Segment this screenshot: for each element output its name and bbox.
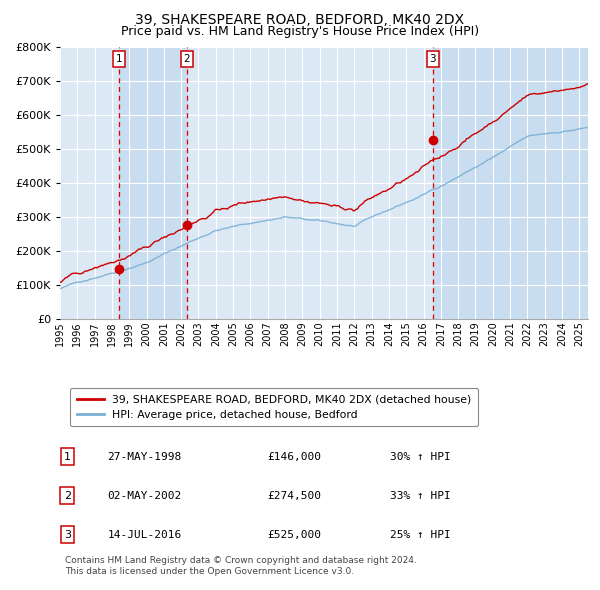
Text: £146,000: £146,000 [268, 452, 322, 461]
Text: 2012: 2012 [349, 322, 359, 346]
Text: Price paid vs. HM Land Registry's House Price Index (HPI): Price paid vs. HM Land Registry's House … [121, 25, 479, 38]
Text: 1996: 1996 [73, 322, 82, 346]
Text: 39, SHAKESPEARE ROAD, BEDFORD, MK40 2DX: 39, SHAKESPEARE ROAD, BEDFORD, MK40 2DX [136, 13, 464, 27]
Legend: 39, SHAKESPEARE ROAD, BEDFORD, MK40 2DX (detached house), HPI: Average price, de: 39, SHAKESPEARE ROAD, BEDFORD, MK40 2DX … [70, 388, 478, 427]
Text: 2000: 2000 [142, 322, 152, 346]
Text: 2019: 2019 [470, 322, 481, 346]
Text: 2009: 2009 [298, 322, 307, 346]
Text: 2004: 2004 [211, 322, 221, 346]
Text: 2: 2 [184, 54, 190, 64]
Text: 2003: 2003 [193, 322, 203, 346]
Text: 1997: 1997 [89, 322, 100, 346]
Text: 2008: 2008 [280, 322, 290, 346]
Text: 2020: 2020 [488, 322, 498, 346]
Text: 27-MAY-1998: 27-MAY-1998 [107, 452, 182, 461]
Text: 2007: 2007 [263, 322, 273, 346]
Text: Contains HM Land Registry data © Crown copyright and database right 2024.
This d: Contains HM Land Registry data © Crown c… [65, 556, 416, 576]
Text: 2001: 2001 [159, 322, 169, 346]
Text: 2017: 2017 [436, 322, 446, 346]
Text: 25% ↑ HPI: 25% ↑ HPI [391, 530, 451, 539]
Text: 30% ↑ HPI: 30% ↑ HPI [391, 452, 451, 461]
Text: 2023: 2023 [540, 322, 550, 346]
Text: 3: 3 [430, 54, 436, 64]
Text: 2013: 2013 [367, 322, 377, 346]
Text: 2015: 2015 [401, 322, 411, 346]
Text: 1998: 1998 [107, 322, 117, 346]
Text: 2006: 2006 [245, 322, 256, 346]
Text: 2011: 2011 [332, 322, 342, 346]
Text: 2018: 2018 [453, 322, 463, 346]
Text: 1: 1 [116, 54, 122, 64]
Bar [119, 47, 187, 319]
Text: 02-MAY-2002: 02-MAY-2002 [107, 491, 182, 500]
Text: 33% ↑ HPI: 33% ↑ HPI [391, 491, 451, 500]
Bar [433, 47, 588, 319]
Text: £274,500: £274,500 [268, 491, 322, 500]
Text: 2022: 2022 [523, 322, 532, 346]
Text: 1995: 1995 [55, 322, 65, 346]
Text: 3: 3 [64, 530, 71, 539]
Text: 14-JUL-2016: 14-JUL-2016 [107, 530, 182, 539]
Text: 2025: 2025 [574, 322, 584, 346]
Text: 2005: 2005 [228, 322, 238, 346]
Text: 2: 2 [64, 491, 71, 500]
Text: 2010: 2010 [314, 322, 325, 346]
Text: 1: 1 [64, 452, 71, 461]
Text: 2021: 2021 [505, 322, 515, 346]
Text: 1999: 1999 [124, 322, 134, 346]
Text: 2016: 2016 [419, 322, 428, 346]
Text: 2024: 2024 [557, 322, 567, 346]
Text: 2014: 2014 [384, 322, 394, 346]
Text: 2002: 2002 [176, 322, 186, 346]
Text: £525,000: £525,000 [268, 530, 322, 539]
